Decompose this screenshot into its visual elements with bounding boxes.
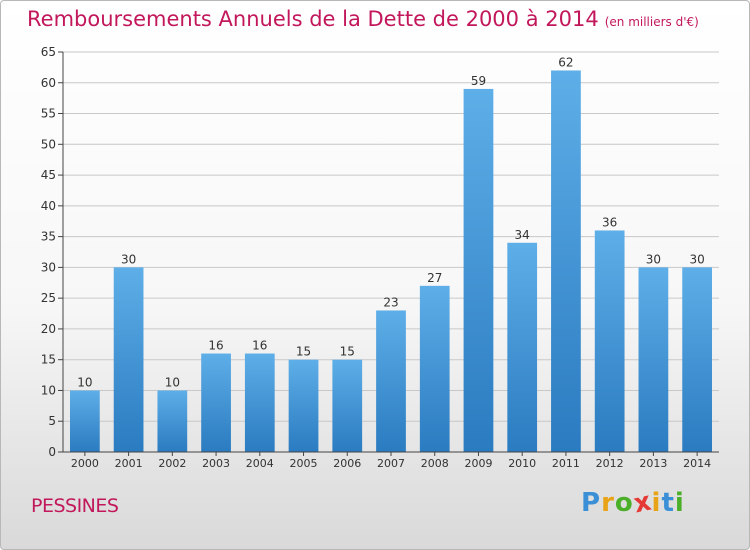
chart-title: Remboursements Annuels de la Dette de 20… xyxy=(27,7,699,31)
logo-letter: i xyxy=(674,488,685,518)
axes: 0 5 10 15 20 25 30 35 40 45 50 55 60 65 2000 2001 2002 20… xyxy=(41,45,719,470)
data-label-2004: 16 xyxy=(252,339,267,353)
chart-title-text: Remboursements Annuels de la Dette de 20… xyxy=(27,7,599,31)
chart-subtitle: (en milliers d'€) xyxy=(604,15,699,29)
logo-letter: t xyxy=(661,488,675,518)
bar-2013 xyxy=(638,267,669,452)
x-tick-label: 2012 xyxy=(596,457,624,470)
bar-2000 xyxy=(69,390,100,452)
y-tick-label: 10 xyxy=(41,383,56,397)
bar-2014 xyxy=(682,267,713,452)
x-tick-label: 2014 xyxy=(683,457,711,470)
data-label-2012: 36 xyxy=(602,215,617,229)
y-tick-label: 0 xyxy=(48,445,56,459)
y-tick-label: 20 xyxy=(41,322,56,336)
y-tick-label: 40 xyxy=(41,199,56,213)
data-label-2010: 34 xyxy=(515,228,530,242)
logo-letter: o xyxy=(614,488,634,518)
x-tick-label: 2008 xyxy=(421,457,449,470)
data-label-2009: 59 xyxy=(471,74,486,88)
y-tick-label: 30 xyxy=(41,260,56,274)
y-tick-label: 45 xyxy=(41,168,56,182)
x-tick-label: 2006 xyxy=(333,457,361,470)
data-labels: 10 30 10 16 16 15 15 23 27 59 34 62 36 30 30 xyxy=(77,55,705,389)
data-label-2007: 23 xyxy=(383,295,398,309)
data-label-2006: 15 xyxy=(340,345,355,359)
bar-2001 xyxy=(113,267,144,452)
data-label-2013: 30 xyxy=(646,252,661,266)
y-tick-label: 5 xyxy=(48,414,56,428)
bar-2008 xyxy=(419,285,450,452)
commune-name: PESSINES xyxy=(31,495,119,517)
bar-2010 xyxy=(507,242,538,452)
x-tick-label: 2000 xyxy=(71,457,99,470)
bar-2011 xyxy=(551,70,581,452)
logo-letter: P xyxy=(581,488,602,518)
bar-2002 xyxy=(157,390,188,452)
x-tick-label: 2003 xyxy=(202,457,230,470)
data-label-2003: 16 xyxy=(208,339,223,353)
bar-2006 xyxy=(332,359,363,452)
x-tick-label: 2007 xyxy=(377,457,405,470)
x-tick-label: 2009 xyxy=(464,457,492,470)
x-tick-label: 2010 xyxy=(508,457,536,470)
data-label-2014: 30 xyxy=(689,252,704,266)
y-tick-label: 25 xyxy=(41,291,56,305)
data-label-2008: 27 xyxy=(427,271,442,285)
data-label-2001: 30 xyxy=(121,252,136,266)
y-tick-label: 60 xyxy=(41,76,56,90)
x-tick-label: 2004 xyxy=(246,457,274,470)
logo-letter: r xyxy=(601,488,615,518)
data-label-2002: 10 xyxy=(165,375,180,389)
data-label-2000: 10 xyxy=(77,375,92,389)
proxiti-logo: Proxiti xyxy=(581,486,691,524)
bar-2009 xyxy=(463,88,494,452)
x-tick-label: 2005 xyxy=(290,457,318,470)
y-tick-label: 15 xyxy=(41,353,56,367)
bar-2012 xyxy=(594,230,625,452)
bar-2005 xyxy=(288,359,319,452)
bars xyxy=(69,70,713,452)
y-tick-label: 50 xyxy=(41,137,56,151)
logo-letter: i xyxy=(651,488,662,518)
x-tick-label: 2011 xyxy=(552,457,580,470)
x-tick-label: 2013 xyxy=(639,457,667,470)
x-tick-label: 2002 xyxy=(158,457,186,470)
y-tick-label: 55 xyxy=(41,107,56,121)
x-tick-label: 2001 xyxy=(115,457,143,470)
data-label-2011: 62 xyxy=(558,55,573,69)
bar-2007 xyxy=(376,310,406,452)
data-label-2005: 15 xyxy=(296,345,311,359)
bar-2004 xyxy=(244,353,275,452)
y-tick-label: 65 xyxy=(41,45,56,59)
bar-2003 xyxy=(201,353,231,452)
y-tick-label: 35 xyxy=(41,230,56,244)
